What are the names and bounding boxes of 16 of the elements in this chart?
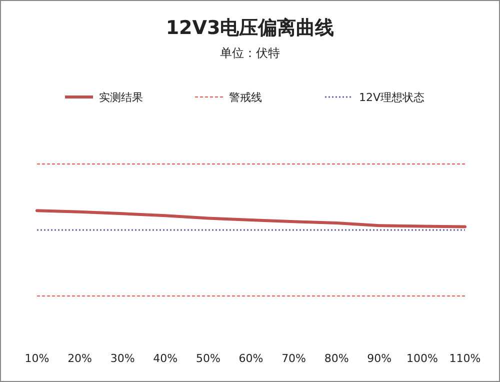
x-tick-label: 100% (406, 352, 438, 365)
x-tick-label: 50% (196, 352, 220, 365)
x-tick-label: 80% (324, 352, 349, 365)
x-tick-label: 60% (238, 352, 264, 365)
x-tick-label: 110% (449, 352, 481, 365)
x-tick-label: 30% (110, 352, 135, 365)
legend-label: 实测结果 (99, 91, 143, 104)
x-tick-label: 70% (282, 352, 306, 365)
chart-subtitle: 单位：伏特 (220, 46, 280, 60)
x-tick-label: 90% (367, 352, 392, 365)
x-tick-label: 20% (68, 352, 92, 365)
legend-label: 警戒线 (229, 91, 262, 104)
chart-title: 12V3电压偏离曲线 (166, 17, 334, 39)
x-tick-label: 10% (24, 352, 50, 365)
legend-label: 12V理想状态 (359, 91, 425, 104)
x-tick-label: 40% (153, 352, 178, 365)
